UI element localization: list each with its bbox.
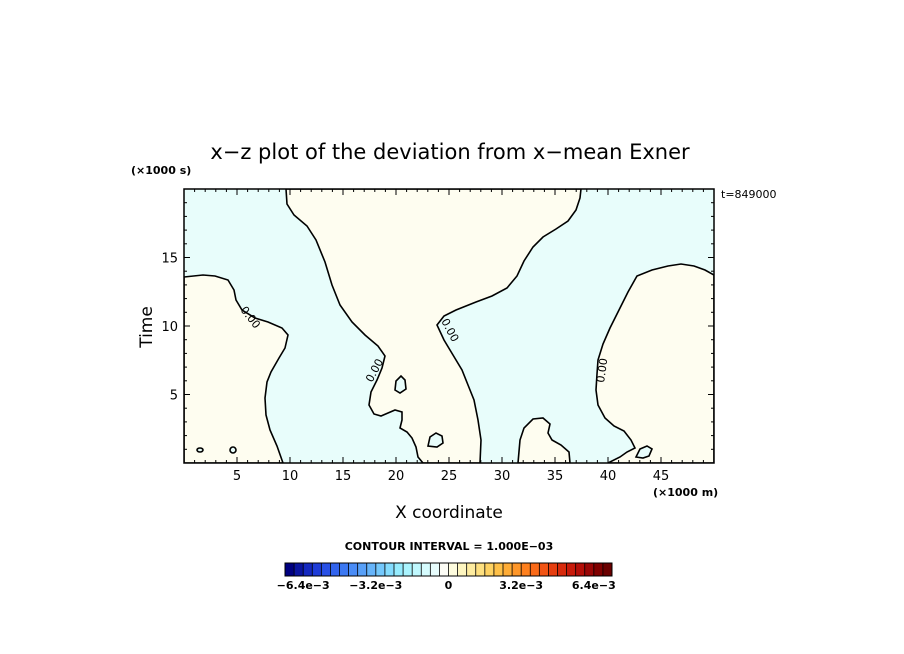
colorbar-swatch	[394, 563, 404, 576]
positive-region-right	[595, 263, 714, 463]
colorbar-tick-label: −3.2e−3	[349, 579, 402, 592]
chart-title: x−z plot of the deviation from x−mean Ex…	[210, 140, 690, 164]
colorbar-swatch	[357, 563, 368, 576]
colorbar-swatch	[375, 563, 386, 576]
colorbar-swatch	[539, 563, 549, 576]
colorbar-swatch	[475, 563, 486, 576]
negative-dot-far-left	[196, 447, 204, 453]
colorbar-swatch	[521, 563, 531, 576]
x-tick-label: 40	[600, 469, 617, 484]
plot-area: 0.00 0.00 0.00 0.00	[184, 189, 714, 463]
y-axis: 5 10 15	[161, 202, 714, 450]
negative-pocket-lower-center	[394, 374, 407, 394]
colorbar-tick-label: 3.2e−3	[499, 579, 543, 592]
colorbar-swatch	[439, 563, 449, 576]
x-axis-unit: (×1000 m)	[653, 486, 718, 499]
colorbar-swatch	[466, 563, 477, 576]
colorbar-frame	[284, 562, 613, 577]
colorbar-swatch	[321, 563, 331, 576]
colorbar-swatch	[430, 563, 440, 576]
y-tick-label: 5	[170, 389, 178, 404]
x-tick-label: 30	[494, 469, 511, 484]
positive-region-left	[184, 274, 289, 463]
x-tick-label: 35	[547, 469, 564, 484]
x-axis-label: X coordinate	[395, 503, 503, 523]
colorbar-swatch	[512, 563, 522, 576]
colorbar-swatch	[366, 563, 377, 576]
y-tick-label: 10	[161, 320, 178, 335]
x-tick-label: 45	[653, 469, 670, 484]
x-tick-label: 5	[233, 469, 241, 484]
y-axis-unit: (×1000 s)	[131, 164, 191, 177]
colorbar-swatch	[548, 563, 558, 576]
colorbar-swatch	[593, 563, 604, 576]
negative-pocket-center	[427, 432, 444, 448]
colorbar-swatch	[457, 563, 467, 576]
colorbar-swatch	[412, 563, 422, 576]
colorbar-swatch	[584, 563, 595, 576]
colorbar-tick-label: 0	[445, 579, 453, 592]
colorbar-swatch	[530, 563, 540, 576]
colorbar-swatch	[421, 563, 431, 576]
time-stamp: t=849000	[721, 188, 777, 201]
colorbar-swatch	[303, 563, 313, 576]
colorbar-swatch	[384, 563, 395, 576]
contour-interval-text: CONTOUR INTERVAL = 1.000E−03	[345, 540, 554, 553]
colorbar-swatch	[557, 563, 567, 576]
x-tick-label: 25	[441, 469, 458, 484]
colorbar-swatch	[484, 563, 495, 576]
colorbar-tick-label: −6.4e−3	[277, 579, 330, 592]
colorbar-swatch	[285, 563, 295, 576]
colorbar-swatch	[294, 563, 304, 576]
colorbar-swatch	[575, 563, 586, 576]
colorbar-swatch	[403, 563, 413, 576]
colorbar-tick-label: 6.4e−3	[572, 579, 616, 592]
colorbar-swatch	[348, 563, 358, 576]
colorbar-swatch	[566, 563, 576, 576]
x-tick-label: 20	[388, 469, 405, 484]
positive-region-center	[285, 189, 582, 463]
x-tick-label: 15	[335, 469, 352, 484]
colorbar-swatch	[330, 563, 340, 576]
contour-label: 0.00	[594, 357, 610, 383]
colorbar-swatch	[448, 563, 458, 576]
y-axis-label: Time	[137, 306, 157, 349]
negative-dot-left	[229, 446, 237, 454]
x-axis: 5 10 15 20 25 30 35 40 45	[194, 189, 704, 484]
colorbar-swatch	[312, 563, 322, 576]
negative-pocket-right	[634, 445, 654, 459]
colorbar-swatch	[602, 563, 613, 576]
colorbar-swatch	[503, 563, 513, 576]
colorbar: −6.4e−3 −3.2e−3 0 3.2e−3 6.4e−3	[277, 562, 616, 592]
colorbar-swatch	[493, 563, 504, 576]
x-tick-label: 10	[282, 469, 299, 484]
y-tick-label: 15	[161, 252, 178, 267]
colorbar-swatch	[339, 563, 349, 576]
positive-region-center-mound	[517, 417, 571, 463]
